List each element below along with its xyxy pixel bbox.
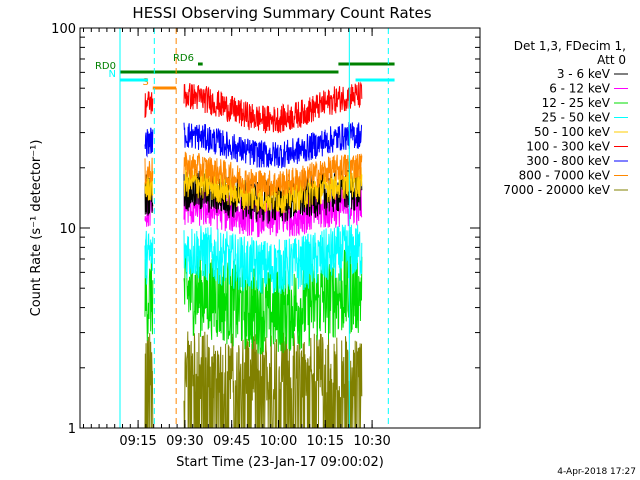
legend-label-6: 100 - 300 keV: [526, 140, 610, 154]
flag-label-rd0: RD0: [95, 61, 116, 72]
series-line-8-segment-1: [144, 157, 154, 185]
flag-label-s: S: [142, 77, 148, 88]
x-tick-label-6: 10:30: [353, 434, 390, 449]
x-axis-label: Start Time (23-Jan-17 09:00:02): [176, 455, 384, 470]
x-tick-label-2: 09:30: [166, 434, 203, 449]
series-line-7-segment-1: [144, 127, 154, 158]
series-line-9-segment-1: [144, 333, 154, 429]
legend-label-5: 50 - 100 keV: [534, 125, 611, 139]
legend-header-2: Att 0: [597, 53, 626, 67]
y-axis-label: Count Rate (s⁻¹ detector⁻¹): [29, 140, 44, 317]
vertical-markers: [119, 28, 389, 428]
legend-label-1: 3 - 6 keV: [557, 67, 611, 81]
y-tick-label-1: 1: [68, 422, 76, 437]
flag-label-rd6: RD6: [173, 53, 194, 64]
y-axis-ticks: 1 10 100: [51, 22, 480, 437]
x-tick-label-1: 09:15: [119, 434, 156, 449]
series-line-7-segment-2: [183, 121, 363, 169]
legend-label-4: 25 - 50 keV: [542, 111, 611, 125]
x-tick-label-5: 10:15: [307, 434, 344, 449]
legend-label-7: 300 - 800 keV: [526, 154, 610, 168]
series-line-6-segment-2: [183, 81, 363, 134]
timestamp-label: 4-Apr-2018 17:27: [557, 467, 636, 477]
flag-label-n: N: [109, 69, 116, 80]
series-line-5-segment-2: [183, 166, 363, 214]
legend-label-9: 7000 - 20000 keV: [503, 183, 610, 197]
y-tick-label-2: 10: [59, 222, 76, 237]
series-line-8-segment-2: [183, 151, 363, 197]
chart-title: HESSI Observing Summary Count Rates: [132, 4, 431, 22]
series-line-4-segment-2: [183, 224, 363, 294]
series-line-6-segment-1: [144, 91, 154, 118]
series-line-4-segment-1: [144, 230, 154, 285]
x-tick-label-4: 10:00: [260, 434, 297, 449]
legend-header-1: Det 1,3, FDecim 1,: [514, 39, 626, 53]
x-tick-label-3: 09:45: [213, 434, 250, 449]
x-axis-ticks: 09:15 09:30 09:45 10:00 10:15 10:30: [82, 28, 391, 449]
legend-label-2: 6 - 12 keV: [549, 82, 611, 96]
legend-label-8: 800 - 7000 keV: [519, 169, 611, 183]
y-tick-label-3: 100: [51, 22, 76, 37]
legend-label-3: 12 - 25 keV: [542, 96, 611, 110]
